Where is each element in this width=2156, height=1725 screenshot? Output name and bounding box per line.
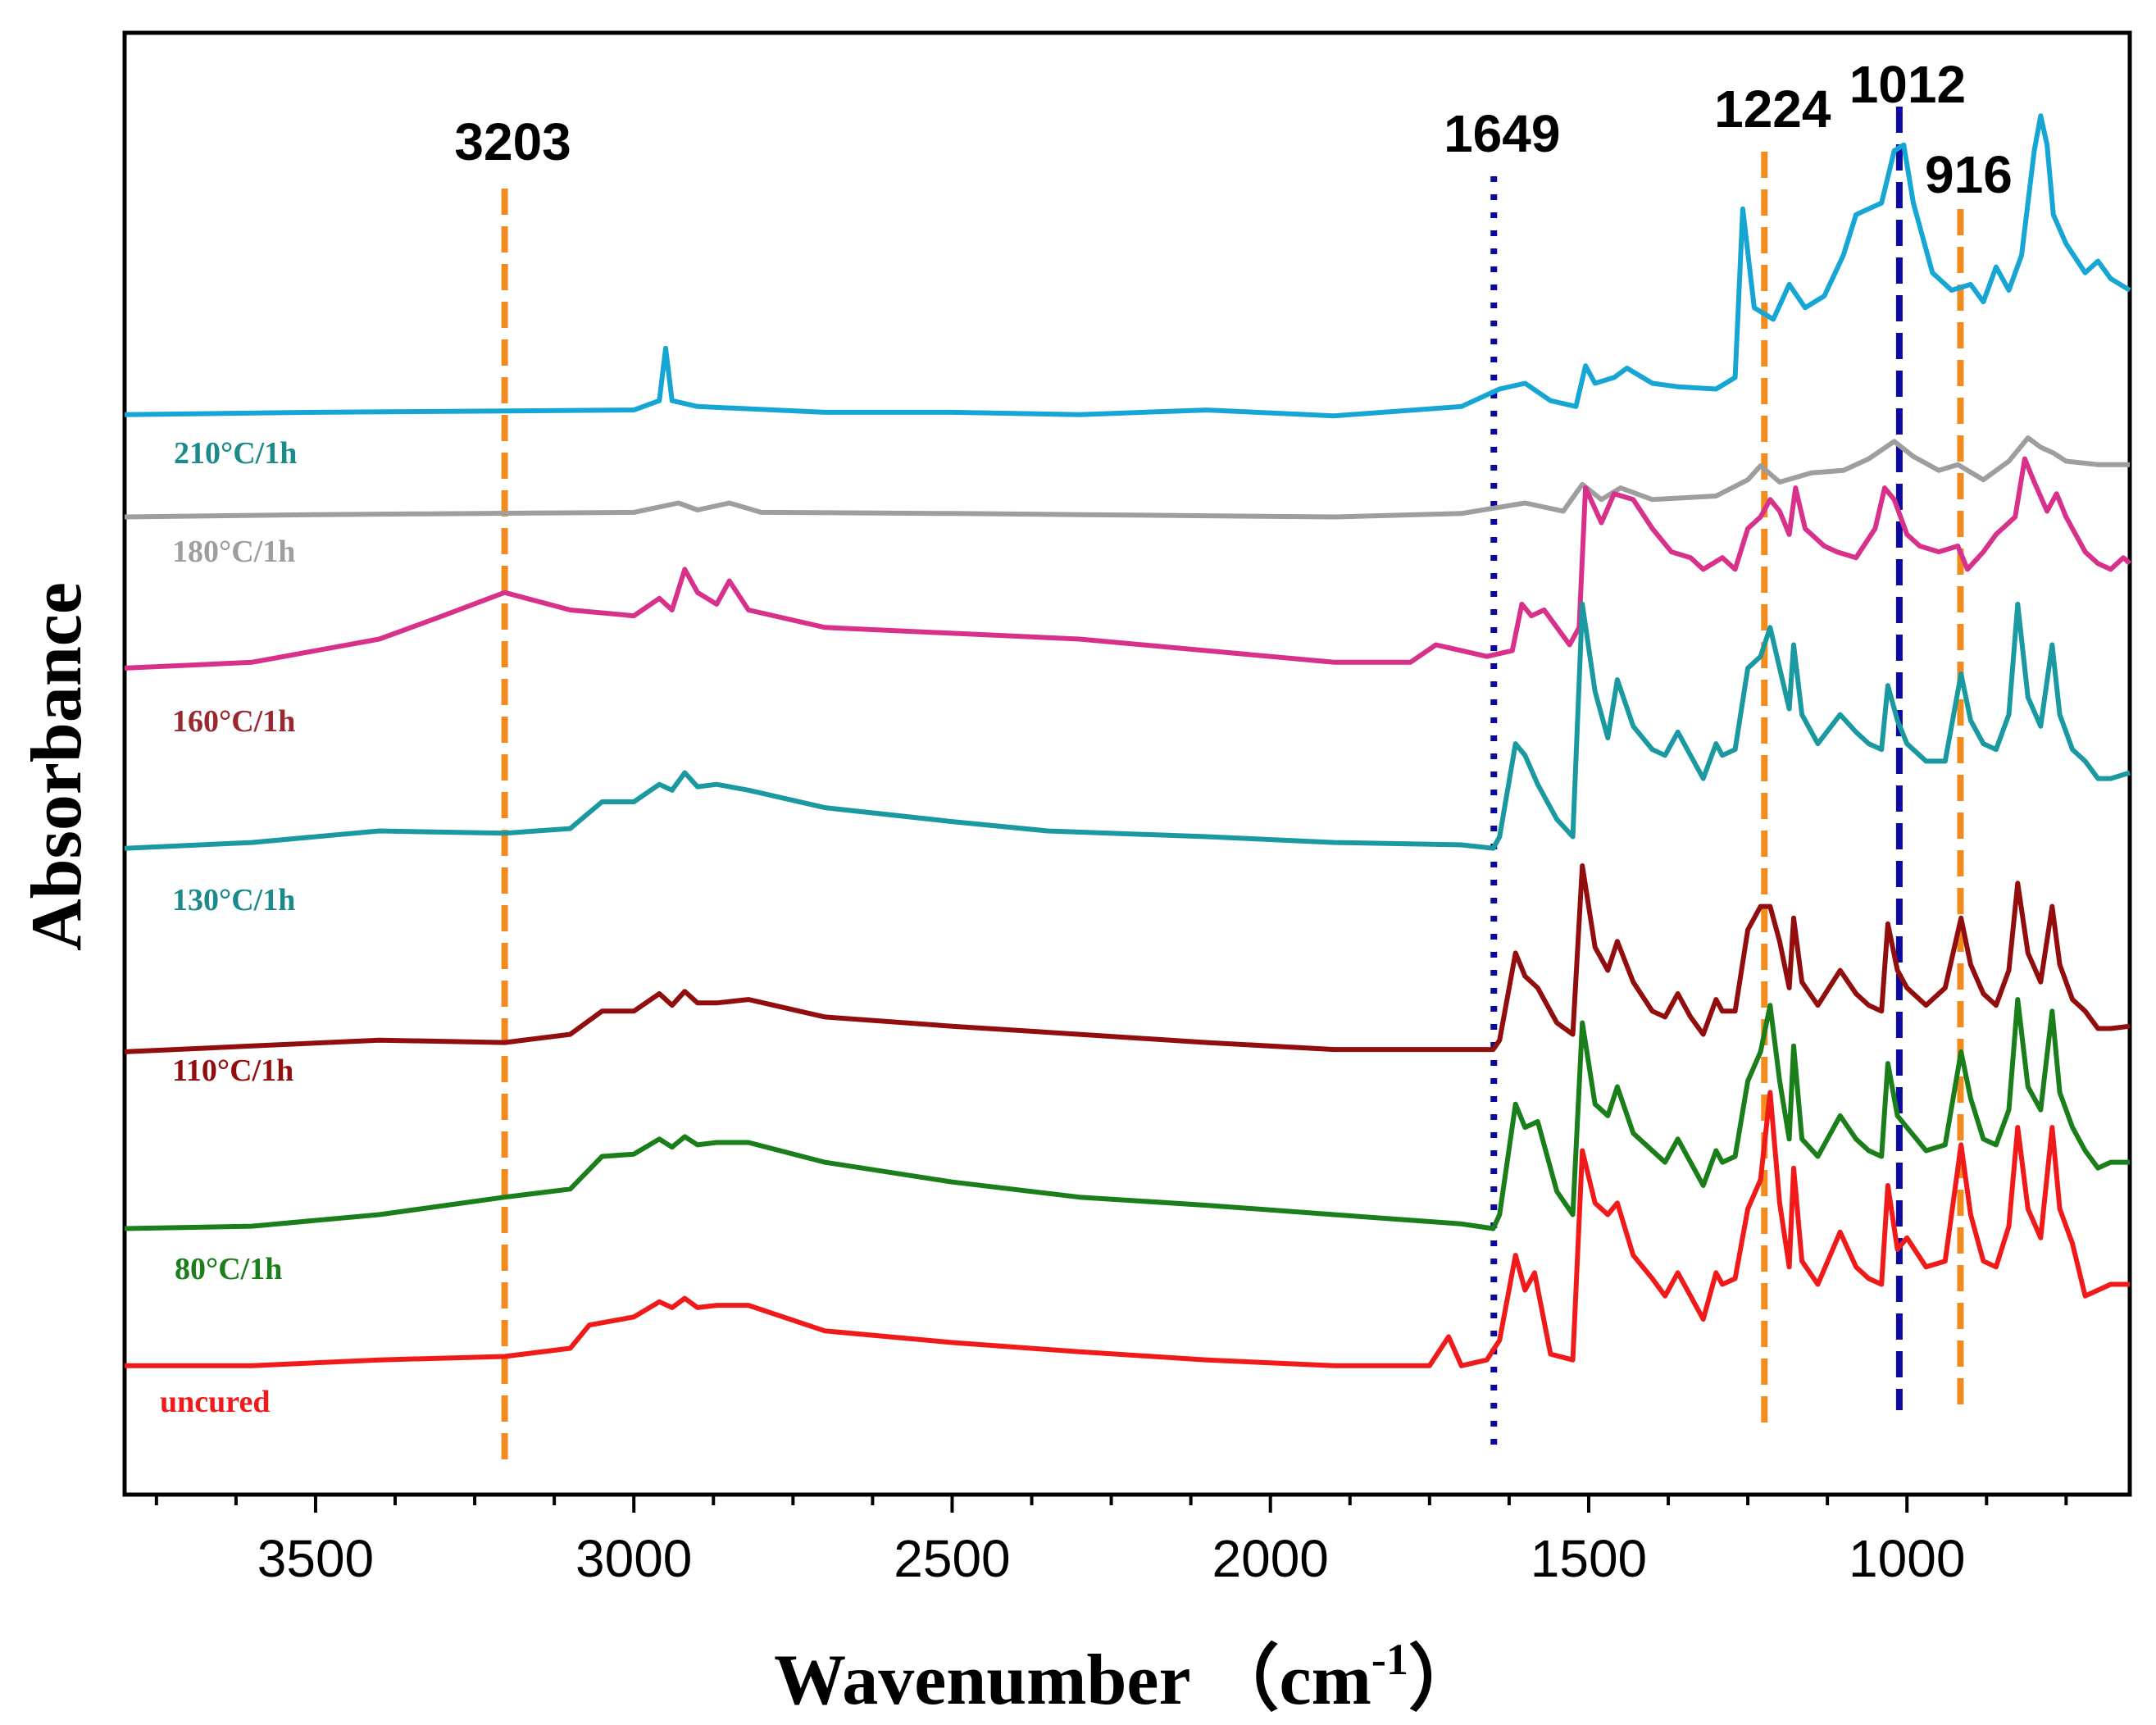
x-axis-label: Wavenumber <box>774 1641 1190 1720</box>
marker-label-1649: 1649 <box>1444 104 1560 163</box>
series-lines <box>124 113 2132 1368</box>
series-line <box>124 997 2130 1231</box>
series-line <box>125 1090 2130 1368</box>
series-label: 160°C/1h <box>172 704 295 739</box>
marker-label-1012: 1012 <box>1849 55 1966 114</box>
marker-label-1224: 1224 <box>1714 80 1831 139</box>
x-tick-label: 1000 <box>1849 1529 1965 1588</box>
x-tick-label: 3000 <box>575 1529 692 1588</box>
series-line <box>124 456 2132 671</box>
x-tick-label: 2000 <box>1212 1529 1329 1588</box>
plot-frame <box>122 30 2132 1497</box>
series-label: 180°C/1h <box>172 535 295 569</box>
x-axis: 3500 3000 2500 2000 1500 1000 <box>154 1495 2068 1588</box>
marker-label-916: 916 <box>1925 145 2013 204</box>
marker-label-3203: 3203 <box>454 112 571 171</box>
x-axis-title: Wavenumber （cm-1） <box>774 1635 1481 1720</box>
x-axis-unit-sup: -1 <box>1371 1635 1408 1684</box>
series-labels: 210°C/1h 180°C/1h 160°C/1h 130°C/1h 110°C/1h… <box>160 436 297 1419</box>
series-label: 80°C/1h <box>175 1252 282 1286</box>
series-label: uncured <box>160 1385 270 1419</box>
x-tick-label: 1500 <box>1531 1529 1647 1588</box>
series-line <box>124 113 2131 419</box>
x-tick-label: 3500 <box>257 1529 374 1588</box>
y-axis-title: Absorbance <box>17 582 97 951</box>
series-line <box>124 863 2131 1054</box>
series-line <box>124 435 2130 520</box>
series-label: 210°C/1h <box>174 436 297 471</box>
series-line <box>124 601 2131 851</box>
marker-lines: 3203 1649 1224 1012 916 <box>454 55 2013 1459</box>
series-label: 130°C/1h <box>172 883 295 917</box>
series-label: 110°C/1h <box>172 1054 293 1088</box>
x-axis-unit: （cm <box>1208 1641 1371 1720</box>
x-tick-label: 2500 <box>894 1529 1010 1588</box>
x-axis-unit-close: ） <box>1408 1641 1481 1720</box>
